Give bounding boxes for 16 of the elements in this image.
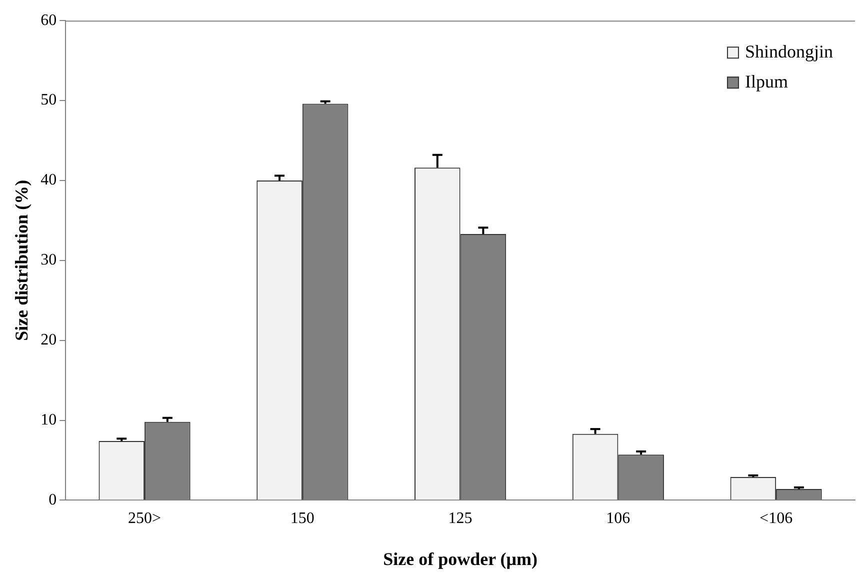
legend-label: Shindongjin [744,41,833,62]
legend-label: Ilpum [744,71,788,92]
y-tick-label: 0 [48,491,57,508]
y-tick-label: 10 [40,411,57,428]
x-tick-label: 250> [128,510,162,528]
x-tick-label: <106 [760,510,793,528]
x-axis-title: Size of powder (μm) [383,548,538,569]
x-tick-label: 125 [448,510,472,528]
y-tick-label: 60 [40,12,57,29]
x-tick-label: 150 [290,510,314,528]
y-tick-label: 20 [40,332,57,349]
y-tick-label: 30 [40,252,57,269]
y-tick-label: 50 [40,92,57,109]
y-tick-label: 40 [40,172,57,189]
y-axis-title: Size distribution (%) [11,180,32,341]
x-tick-label: 106 [606,510,630,528]
